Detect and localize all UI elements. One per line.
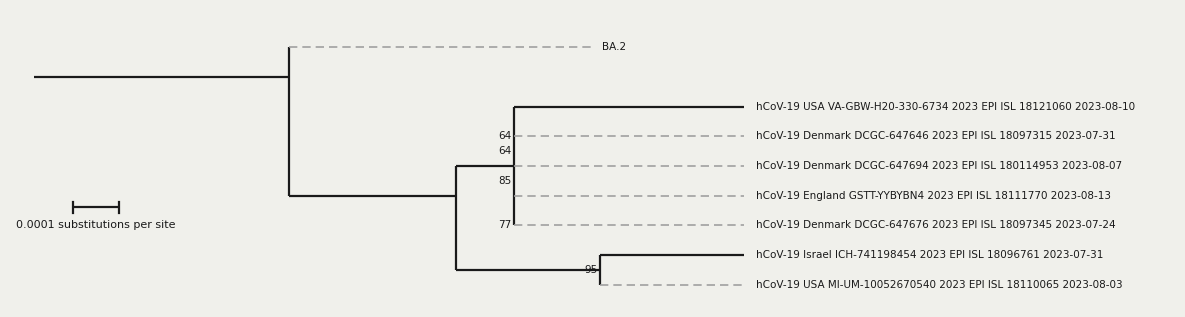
Text: hCoV-19 Denmark DCGC-647694 2023 EPI ISL 180114953 2023-08-07: hCoV-19 Denmark DCGC-647694 2023 EPI ISL… (756, 161, 1122, 171)
Text: 64: 64 (498, 146, 511, 156)
Text: 85: 85 (498, 176, 511, 186)
Text: hCoV-19 USA MI-UM-10052670540 2023 EPI ISL 18110065 2023-08-03: hCoV-19 USA MI-UM-10052670540 2023 EPI I… (756, 280, 1122, 289)
Text: hCoV-19 Denmark DCGC-647646 2023 EPI ISL 18097315 2023-07-31: hCoV-19 Denmark DCGC-647646 2023 EPI ISL… (756, 131, 1115, 141)
Text: 0.0001 substitutions per site: 0.0001 substitutions per site (15, 220, 175, 230)
Text: BA.2: BA.2 (602, 42, 627, 52)
Text: hCoV-19 USA VA-GBW-H20-330-6734 2023 EPI ISL 18121060 2023-08-10: hCoV-19 USA VA-GBW-H20-330-6734 2023 EPI… (756, 101, 1135, 112)
Text: hCoV-19 England GSTT-YYBYBN4 2023 EPI ISL 18111770 2023-08-13: hCoV-19 England GSTT-YYBYBN4 2023 EPI IS… (756, 191, 1110, 201)
Text: 95: 95 (584, 265, 597, 275)
Text: 64: 64 (498, 131, 511, 141)
Text: 77: 77 (498, 220, 511, 230)
Text: hCoV-19 Denmark DCGC-647676 2023 EPI ISL 18097345 2023-07-24: hCoV-19 Denmark DCGC-647676 2023 EPI ISL… (756, 220, 1115, 230)
Text: hCoV-19 Israel ICH-741198454 2023 EPI ISL 18096761 2023-07-31: hCoV-19 Israel ICH-741198454 2023 EPI IS… (756, 250, 1103, 260)
